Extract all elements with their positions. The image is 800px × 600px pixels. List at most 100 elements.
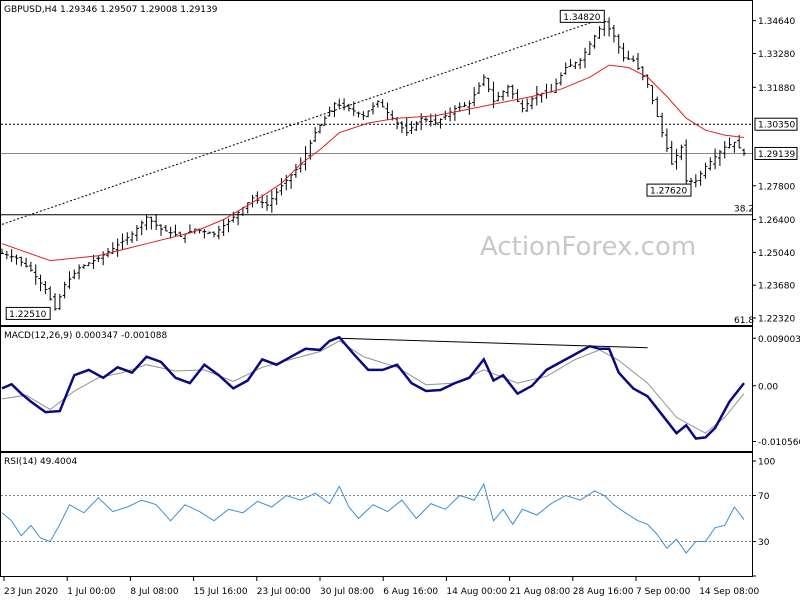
- price-bar: [265, 194, 269, 211]
- price-bar: [91, 254, 96, 269]
- fib-382-label: 38.2: [734, 205, 754, 215]
- price-bar: [568, 59, 573, 68]
- price-bar: [53, 293, 57, 311]
- price-bar: [467, 100, 472, 115]
- price-bar: [385, 102, 390, 120]
- macd-y-axis: 0.009003 0.00 -0.010566: [752, 335, 800, 448]
- price-bar: [226, 218, 231, 233]
- macd-line: [1, 335, 745, 440]
- callout-box: [646, 183, 692, 197]
- panel-frames: [0, 0, 753, 577]
- price-level-tag: 1.29139: [754, 146, 798, 160]
- x-tick-label: 28 Aug 16:00: [573, 587, 634, 597]
- rsi-tick-label: 30: [758, 538, 770, 548]
- price-bar: [578, 58, 583, 70]
- price-bar: [342, 98, 347, 111]
- price-bar: [486, 77, 491, 93]
- price-bar: [530, 96, 534, 110]
- price-bar: [611, 25, 616, 43]
- price-bar: [525, 98, 530, 112]
- price-bar: [616, 34, 621, 54]
- rsi-tick-label: 100: [758, 458, 775, 468]
- macd-trendline: [339, 337, 648, 349]
- price-bar: [212, 231, 216, 238]
- price-bar: [346, 103, 351, 112]
- price-level-tag: 1.30350: [754, 117, 798, 131]
- price-bar: [419, 113, 424, 131]
- price-tick-label: 1.23680: [758, 282, 795, 292]
- price-bar: [48, 286, 53, 301]
- price-bar: [424, 116, 428, 123]
- price-bar: [19, 256, 24, 267]
- price-bar: [72, 269, 77, 280]
- price-bar: [255, 191, 260, 204]
- x-tick-label: 23 Jun 2020: [4, 587, 58, 597]
- fib-618-label: 61.8: [734, 316, 754, 326]
- price-bar: [380, 99, 385, 108]
- price-bar: [399, 121, 404, 134]
- x-tick-label: 14 Sep 08:00: [699, 587, 759, 597]
- price-bar: [202, 229, 207, 239]
- price-bar: [505, 84, 510, 97]
- price-bar: [515, 89, 520, 103]
- price-bar: [221, 219, 226, 236]
- price-bar: [510, 84, 515, 100]
- price-annotations: 1.34820 1.27620 1.22510: [5, 9, 692, 320]
- level-tag-label: 1.30350: [758, 121, 795, 131]
- price-bar: [457, 102, 462, 112]
- price-bar: [607, 17, 612, 37]
- x-tick-label: 23 Jul 00:00: [257, 587, 311, 597]
- price-bar: [371, 102, 375, 115]
- price-bar: [462, 102, 467, 108]
- price-callout: 1.34820: [559, 9, 605, 23]
- price-bar: [722, 141, 727, 159]
- price-bar: [130, 231, 135, 243]
- price-bar: [477, 82, 481, 94]
- price-bar: [24, 257, 29, 268]
- price-bar: [178, 231, 183, 237]
- price-bar: [57, 293, 62, 310]
- watermark: ActionForex.com: [480, 232, 696, 262]
- price-bar: [28, 261, 33, 272]
- price-bar: [159, 224, 163, 236]
- price-bar: [77, 264, 82, 280]
- moving-average-line: [1, 64, 745, 262]
- callout-label: 1.22510: [9, 310, 46, 320]
- price-bar: [207, 231, 212, 234]
- price-bar: [414, 121, 419, 131]
- price-bar: [452, 105, 457, 121]
- macd-panel-frame: [0, 326, 753, 452]
- price-bar: [269, 190, 274, 213]
- price-bar: [587, 41, 592, 55]
- price-bar: [520, 99, 525, 113]
- price-bar: [563, 62, 568, 75]
- callout-label: 1.34820: [563, 13, 600, 23]
- price-bar: [96, 255, 101, 263]
- price-bar: [366, 110, 371, 118]
- callout-box: [5, 306, 51, 320]
- price-bar: [163, 225, 168, 232]
- macd-tick-label: 0.00: [758, 382, 778, 392]
- price-bar: [322, 115, 327, 126]
- price-bar: [327, 106, 332, 117]
- price-bar: [293, 163, 298, 178]
- price-bar: [216, 225, 221, 240]
- price-bar: [650, 84, 655, 105]
- price-bar: [289, 174, 294, 189]
- price-bar: [636, 53, 640, 71]
- price-bar: [481, 74, 486, 87]
- price-bar: [144, 214, 149, 231]
- price-bar: [626, 50, 631, 60]
- price-bar: [245, 202, 250, 214]
- price-callout: 1.22510: [5, 306, 51, 320]
- macd-signal-line: [1, 340, 745, 434]
- price-bar: [558, 72, 563, 86]
- price-bar: [337, 98, 342, 108]
- price-bar: [438, 118, 443, 129]
- price-bar: [149, 216, 154, 230]
- price-bar: [592, 34, 597, 49]
- price-bar: [284, 174, 289, 191]
- price-bar: [404, 117, 409, 136]
- price-bar: [125, 232, 130, 245]
